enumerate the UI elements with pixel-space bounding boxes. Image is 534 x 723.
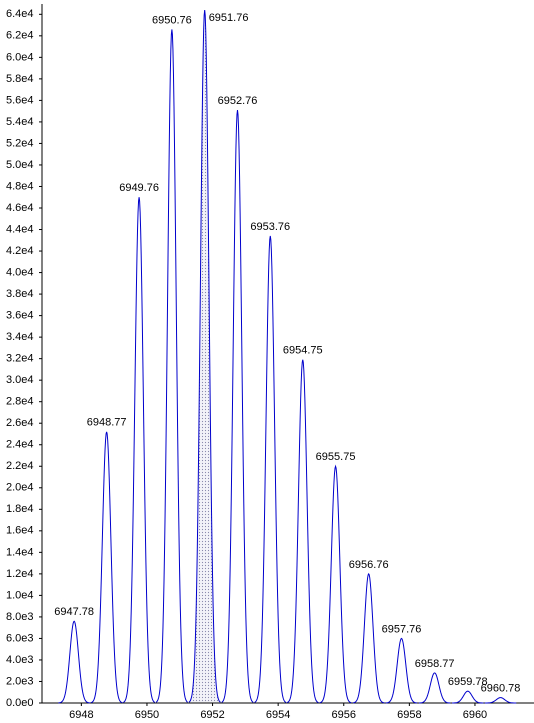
y-tick-label: 8.0e3	[6, 611, 34, 623]
x-tick-label: 6956	[332, 709, 356, 721]
x-tick-label: 6960	[463, 709, 487, 721]
x-tick-label: 6950	[135, 709, 159, 721]
y-tick-label: 1.0e4	[6, 589, 34, 601]
peak-label: 6956.76	[349, 559, 389, 571]
y-tick-label: 0.0e0	[6, 697, 34, 709]
peak	[352, 572, 385, 704]
peak	[319, 464, 352, 704]
y-tick-label: 6.4e4	[6, 8, 34, 20]
peak-label: 6957.76	[382, 623, 422, 635]
y-tick-label: 4.2e4	[6, 245, 34, 257]
y-tick-label: 4.0e4	[6, 266, 34, 278]
x-tick-label: 6954	[266, 709, 290, 721]
y-tick-label: 1.4e4	[6, 546, 34, 558]
y-tick-label: 5.8e4	[6, 73, 34, 85]
y-tick-label: 5.2e4	[6, 137, 34, 149]
y-tick-label: 6.0e4	[6, 51, 34, 63]
y-tick-label: 4.6e4	[6, 202, 34, 214]
y-tick-label: 5.6e4	[6, 94, 34, 106]
peak	[58, 620, 90, 704]
y-tick-label: 6.0e3	[6, 632, 34, 644]
y-tick-label: 2.0e4	[6, 482, 34, 494]
peak-label: 6958.77	[415, 658, 455, 670]
y-tick-label: 2.2e4	[6, 460, 34, 472]
peak-label: 6948.77	[87, 417, 127, 429]
y-tick-label: 6.2e4	[6, 30, 34, 42]
y-tick-label: 3.8e4	[6, 288, 34, 300]
peak	[221, 110, 254, 703]
peak-label: 6953.76	[250, 221, 290, 233]
peak	[451, 690, 484, 704]
y-tick-label: 2.8e4	[6, 396, 34, 408]
peak-label: 6959.78	[448, 676, 488, 688]
peak-label: 6952.76	[218, 95, 258, 107]
y-tick-label: 1.2e4	[6, 568, 34, 580]
x-tick-label: 6952	[200, 709, 224, 721]
peak	[123, 197, 156, 703]
y-tick-label: 2.4e4	[6, 439, 34, 451]
peak	[286, 359, 319, 704]
y-tick-label: 3.0e4	[6, 374, 34, 386]
y-tick-label: 5.0e4	[6, 159, 34, 171]
y-tick-label: 3.6e4	[6, 310, 34, 322]
peak-label: 6949.76	[119, 182, 159, 194]
y-tick-label: 1.8e4	[6, 503, 34, 515]
y-tick-label: 2.6e4	[6, 417, 34, 429]
peak-label: 6951.76	[209, 12, 249, 24]
peak-label: 6950.76	[152, 14, 192, 26]
peak-label: 6947.78	[54, 606, 94, 618]
peak	[90, 431, 123, 704]
peak	[484, 697, 517, 704]
y-tick-label: 4.0e3	[6, 654, 34, 666]
y-tick-label: 3.4e4	[6, 331, 34, 343]
peak	[188, 9, 221, 703]
peak-label: 6960.78	[481, 683, 521, 695]
y-tick-label: 5.4e4	[6, 116, 34, 128]
y-tick-label: 2.0e3	[6, 675, 34, 687]
peak	[155, 29, 188, 703]
peak	[385, 637, 418, 704]
peak-label: 6954.75	[283, 345, 323, 357]
peak	[254, 235, 287, 703]
y-tick-label: 1.6e4	[6, 525, 34, 537]
peak	[418, 672, 451, 704]
x-tick-label: 6948	[69, 709, 93, 721]
y-tick-label: 4.8e4	[6, 180, 34, 192]
peak-label: 6955.75	[316, 451, 356, 463]
x-tick-label: 6958	[397, 709, 421, 721]
y-tick-label: 3.2e4	[6, 353, 34, 365]
y-tick-label: 4.4e4	[6, 223, 34, 235]
